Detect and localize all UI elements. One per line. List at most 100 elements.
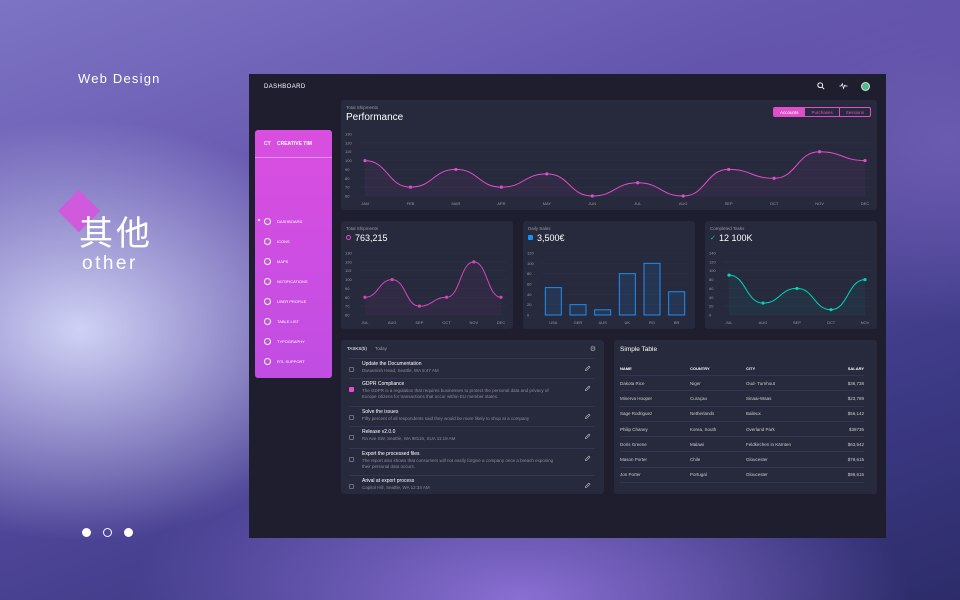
table-row[interactable]: Doris Greene Malawi Feldkirchen in Kärnten…: [620, 436, 864, 453]
data-point[interactable]: [499, 295, 503, 299]
edit-icon[interactable]: [584, 365, 591, 372]
cell: $56,142: [826, 406, 864, 422]
task-title: Arival at export process: [362, 478, 415, 484]
x-tick-label: JAN: [361, 201, 369, 206]
sidebar-item-maps[interactable]: MAPS: [264, 254, 328, 268]
data-point[interactable]: [727, 273, 731, 277]
x-tick-label: AUG: [759, 320, 768, 325]
performance-tabs: Accounts Purchases Sessions: [772, 107, 871, 117]
task-checkbox[interactable]: [349, 484, 354, 489]
sidebar-item-table-list[interactable]: TABLE LIST: [264, 314, 328, 328]
page-dot-2[interactable]: [103, 528, 112, 537]
sidebar-item-dashboard[interactable]: DASHBOARD: [264, 214, 328, 228]
cell: Korea, South: [690, 421, 746, 438]
sidebar-brand-name: CREATIVE TIM: [277, 141, 312, 147]
bar[interactable]: [668, 291, 686, 316]
performance-title: Performance: [346, 112, 404, 123]
sales-card: Daily Sales 3,500€ 0 20 40 60 80 100 120 USA GER…: [523, 221, 695, 329]
edit-icon[interactable]: [584, 482, 591, 489]
data-point[interactable]: [363, 158, 367, 163]
page-dot-1[interactable]: [82, 528, 91, 537]
edit-icon[interactable]: [584, 385, 591, 392]
table-row[interactable]: Philip Chaney Korea, South Overland Park $3…: [620, 421, 864, 438]
data-point[interactable]: [817, 150, 822, 154]
search-icon[interactable]: [816, 81, 826, 91]
bar[interactable]: [569, 304, 587, 316]
edit-icon[interactable]: [584, 455, 591, 462]
data-point[interactable]: [390, 277, 394, 282]
sidebar-item-label: NOTIFICATIONS: [277, 278, 308, 284]
x-tick-label: BR: [674, 320, 680, 325]
col-city: CITY: [746, 366, 826, 376]
bar[interactable]: [594, 309, 612, 316]
x-tick-label: SEP: [793, 320, 801, 325]
y-tick-label: 130: [345, 132, 352, 137]
align-icon: [264, 337, 271, 345]
data-point[interactable]: [545, 172, 549, 176]
data-point[interactable]: [363, 295, 367, 299]
data-point[interactable]: [727, 167, 731, 172]
edit-icon[interactable]: [584, 433, 591, 440]
sound-icon[interactable]: [838, 81, 848, 91]
tab-accounts[interactable]: Accounts: [773, 108, 805, 116]
data-point[interactable]: [681, 194, 685, 198]
data-point[interactable]: [772, 176, 776, 180]
simple-table: NAME COUNTRY CITY SALARY Dakota Rice Nige…: [620, 366, 864, 484]
sidebar-brand[interactable]: CT CREATIVE TIM: [255, 138, 332, 158]
table-row[interactable]: Jon Porter Portugal Gloucester $98,615: [620, 467, 864, 484]
y-tick-label: 120: [527, 251, 534, 256]
x-tick-label: AUG: [679, 201, 688, 206]
section-title-cn: 其他: [79, 214, 153, 254]
task-checkbox[interactable]: [349, 457, 354, 462]
tasks-tab[interactable]: TASKS(5): [347, 346, 367, 351]
edit-icon[interactable]: [584, 413, 591, 420]
data-point[interactable]: [472, 260, 476, 264]
page-dot-3[interactable]: [124, 528, 133, 537]
bar[interactable]: [618, 273, 636, 316]
data-point[interactable]: [829, 308, 833, 312]
bar[interactable]: [643, 262, 661, 316]
data-point[interactable]: [863, 158, 867, 163]
avatar-icon[interactable]: [860, 81, 870, 91]
data-point[interactable]: [445, 295, 449, 299]
task-checkbox[interactable]: [349, 387, 354, 392]
cell: Feldkirchen in Kärnten: [746, 436, 826, 453]
data-point[interactable]: [417, 304, 421, 308]
task-title: Export the processed files: [362, 451, 420, 457]
gear-icon[interactable]: ⚙: [589, 346, 596, 353]
section-title-en: other: [82, 253, 138, 274]
data-point[interactable]: [863, 277, 867, 282]
cell: Gloucester: [746, 451, 826, 468]
table-row[interactable]: Sage Rodriguez Netherlands Baileux $56,142: [620, 406, 864, 422]
y-tick-label: 120: [709, 259, 716, 264]
sidebar-item-icons[interactable]: ICONS: [264, 234, 328, 248]
table-row[interactable]: Mason Porter Chile Gloucester $78,615: [620, 451, 864, 468]
user-icon: [264, 297, 271, 305]
task-desc: Fifty percent of all respondents said th…: [362, 416, 530, 421]
tab-purchases[interactable]: Purchases: [804, 108, 838, 116]
sidebar-item-typography[interactable]: TYPOGRAPHY: [264, 334, 328, 348]
data-point[interactable]: [590, 194, 594, 198]
task-checkbox[interactable]: [349, 435, 354, 440]
x-tick-label: DEC: [861, 201, 870, 206]
today-tab[interactable]: Today: [374, 346, 387, 351]
table-row[interactable]: Dakota Rice Niger Oud- Turnhout $36,738: [620, 375, 864, 392]
data-point[interactable]: [454, 167, 458, 172]
shipments-value: 763,215: [355, 233, 388, 243]
task-checkbox[interactable]: [349, 367, 354, 372]
data-point[interactable]: [499, 185, 503, 189]
y-tick-label: 60: [709, 286, 714, 291]
bar[interactable]: [544, 287, 562, 316]
data-point[interactable]: [761, 301, 765, 305]
sidebar-item-rtl-support[interactable]: RTL SUPPORT: [264, 354, 328, 368]
x-tick-label: JUL: [634, 201, 642, 206]
tab-sessions[interactable]: Sessions: [838, 108, 870, 116]
x-tick-label: DEC: [497, 320, 506, 325]
table-row[interactable]: Minerva Hooper Curaçao Sinaai-Waas $23,789: [620, 390, 864, 407]
sidebar-item-notifications[interactable]: NOTIFICATIONS: [264, 274, 328, 288]
data-point[interactable]: [408, 185, 413, 189]
sidebar-item-user-profile[interactable]: USER PROFILE: [264, 294, 328, 308]
task-checkbox[interactable]: [349, 415, 354, 420]
data-point[interactable]: [795, 286, 799, 291]
data-point[interactable]: [636, 181, 640, 185]
